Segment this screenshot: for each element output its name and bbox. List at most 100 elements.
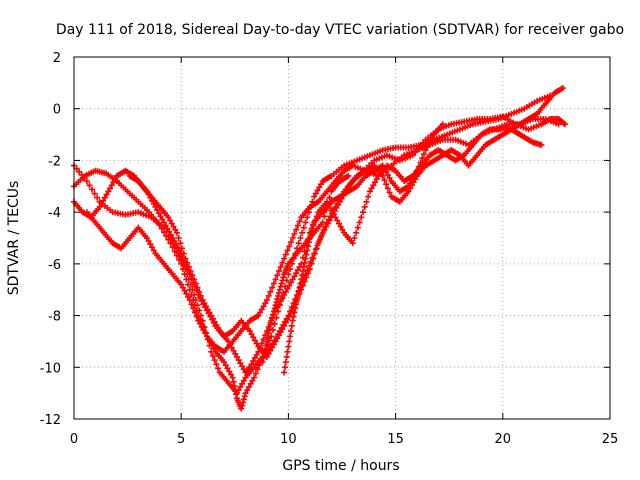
data-point-marker bbox=[284, 285, 291, 292]
data-point-marker bbox=[306, 266, 313, 273]
data-point-marker bbox=[252, 370, 259, 377]
data-point-marker bbox=[245, 383, 252, 390]
data-point-marker bbox=[275, 289, 282, 296]
data-point-marker bbox=[281, 364, 288, 371]
data-point-marker bbox=[386, 175, 393, 182]
data-point-marker bbox=[424, 143, 431, 150]
data-point-marker bbox=[238, 405, 245, 412]
data-point-marker bbox=[261, 350, 268, 357]
data-point-marker bbox=[439, 121, 446, 128]
data-point-marker bbox=[267, 288, 274, 295]
data-point-marker bbox=[178, 281, 185, 288]
data-point-marker bbox=[279, 294, 286, 301]
data-point-marker bbox=[183, 290, 190, 297]
data-point-marker bbox=[233, 390, 240, 397]
data-point-marker bbox=[251, 337, 258, 344]
data-point-marker bbox=[213, 361, 220, 368]
data-point-marker bbox=[356, 219, 363, 226]
data-point-marker bbox=[230, 378, 237, 385]
data-point-marker bbox=[279, 326, 286, 333]
data-point-marker bbox=[277, 329, 284, 336]
data-point-marker bbox=[272, 276, 279, 283]
data-point-marker bbox=[300, 224, 307, 231]
data-point-marker bbox=[231, 382, 238, 389]
data-point-marker bbox=[145, 238, 152, 245]
data-point-marker bbox=[327, 213, 334, 220]
data-point-marker bbox=[86, 182, 93, 189]
data-point-marker bbox=[325, 201, 332, 208]
data-point-marker bbox=[73, 165, 80, 172]
data-point-marker bbox=[176, 256, 183, 263]
data-point-marker bbox=[287, 328, 294, 335]
data-point-marker bbox=[304, 247, 311, 254]
data-point-marker bbox=[177, 240, 184, 247]
data-point-marker bbox=[298, 260, 305, 267]
data-point-marker bbox=[250, 334, 257, 341]
data-point-marker bbox=[191, 309, 198, 316]
data-point-marker bbox=[310, 255, 317, 262]
data-point-marker bbox=[270, 341, 277, 348]
data-point-marker bbox=[262, 300, 269, 307]
data-point-marker bbox=[368, 185, 375, 192]
data-point-marker bbox=[405, 183, 412, 190]
data-point-marker bbox=[274, 335, 281, 342]
x-tick-label: 15 bbox=[387, 432, 404, 447]
data-markers bbox=[71, 85, 568, 412]
data-point-marker bbox=[157, 213, 164, 220]
data-point-marker bbox=[314, 187, 321, 194]
x-tick-label: 10 bbox=[280, 432, 297, 447]
data-point-marker bbox=[262, 346, 269, 353]
data-point-marker bbox=[555, 121, 562, 128]
data-point-marker bbox=[158, 225, 165, 232]
data-point-marker bbox=[173, 241, 180, 248]
data-point-marker bbox=[410, 173, 417, 180]
data-point-marker bbox=[412, 149, 419, 156]
data-point-marker bbox=[281, 369, 288, 376]
data-point-marker bbox=[193, 313, 200, 320]
data-point-marker bbox=[94, 194, 101, 201]
data-point-marker bbox=[326, 194, 333, 201]
data-point-marker bbox=[295, 240, 302, 247]
data-point-marker bbox=[561, 121, 568, 128]
y-tick-label: -2 bbox=[48, 154, 61, 169]
data-point-marker bbox=[101, 194, 108, 201]
data-point-marker bbox=[164, 225, 171, 232]
data-point-marker bbox=[150, 200, 157, 207]
data-point-marker bbox=[303, 251, 310, 258]
data-point-marker bbox=[363, 198, 370, 205]
data-point-marker bbox=[155, 210, 162, 217]
data-point-marker bbox=[306, 235, 313, 241]
data-point-marker bbox=[227, 341, 234, 348]
data-point-marker bbox=[408, 177, 415, 184]
data-point-marker bbox=[198, 323, 205, 330]
series-track-g bbox=[259, 172, 352, 366]
data-point-marker bbox=[260, 303, 267, 310]
data-point-marker bbox=[233, 353, 240, 360]
data-point-marker bbox=[147, 194, 154, 201]
data-point-marker bbox=[186, 271, 193, 278]
data-point-marker bbox=[168, 220, 175, 227]
data-point-marker bbox=[278, 280, 285, 287]
data-point-marker bbox=[365, 193, 372, 200]
data-point-marker bbox=[269, 311, 276, 318]
data-point-marker bbox=[351, 235, 358, 241]
data-point-marker bbox=[281, 255, 288, 262]
data-point-marker bbox=[246, 364, 253, 371]
data-point-marker bbox=[275, 292, 282, 299]
data-point-marker bbox=[210, 345, 217, 352]
data-point-marker bbox=[269, 284, 276, 291]
data-point-marker bbox=[309, 254, 316, 261]
plot-frame bbox=[73, 56, 611, 420]
data-point-marker bbox=[207, 339, 214, 346]
data-point-marker bbox=[318, 231, 325, 238]
data-point-marker bbox=[171, 238, 178, 245]
data-point-marker bbox=[324, 220, 331, 227]
data-point-marker bbox=[211, 357, 218, 364]
data-point-marker bbox=[302, 219, 309, 226]
data-point-marker bbox=[239, 402, 246, 409]
data-point-marker bbox=[259, 359, 266, 366]
data-point-marker bbox=[147, 241, 154, 248]
data-point-marker bbox=[296, 284, 303, 291]
data-point-marker bbox=[292, 305, 299, 312]
data-point-marker bbox=[339, 226, 346, 233]
